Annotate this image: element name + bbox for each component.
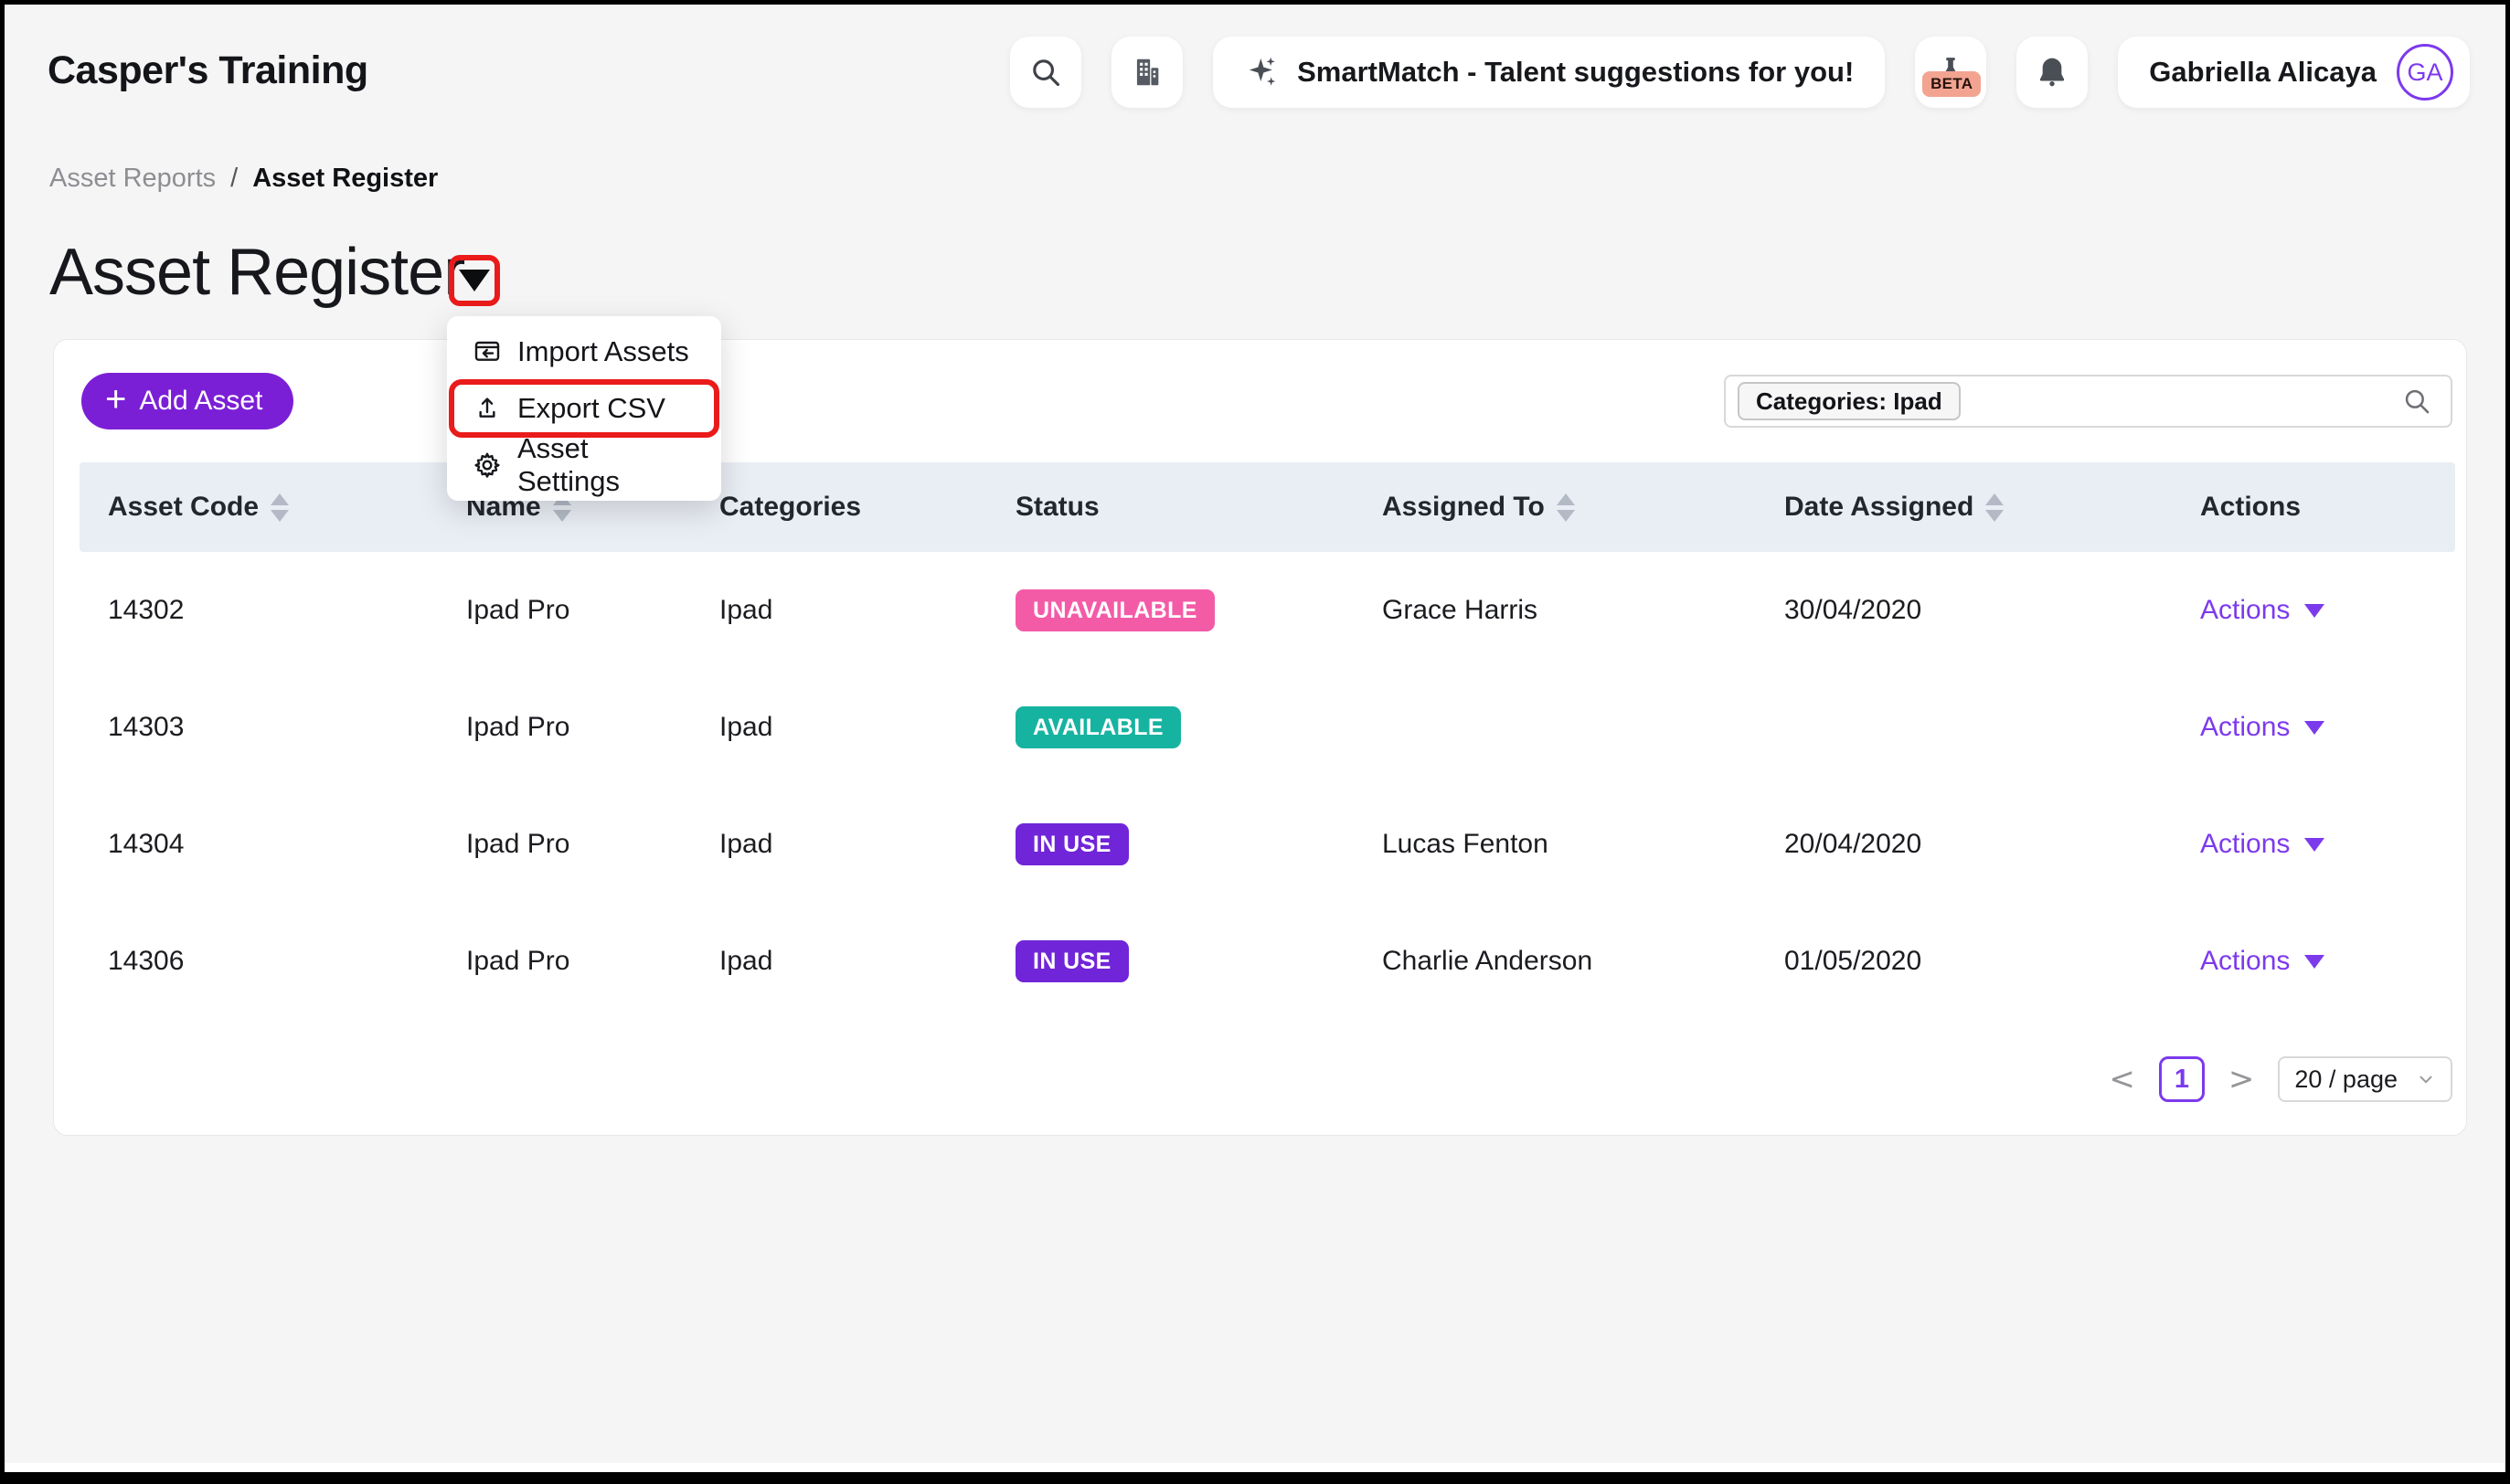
pagination-prev-button[interactable]: <: [2109, 1061, 2135, 1097]
user-name: Gabriella Alicaya: [2149, 56, 2377, 88]
cell-asset-code: 14303: [108, 712, 185, 742]
cell-assigned-to: Lucas Fenton: [1382, 829, 1548, 859]
column-header-actions: Actions: [2200, 492, 2302, 522]
sort-icon[interactable]: [1985, 493, 2005, 522]
cell-name: Ipad Pro: [466, 946, 570, 976]
search-icon: [2401, 386, 2432, 417]
menu-item-label: Asset Settings: [517, 432, 621, 497]
cell-category: Ipad: [719, 712, 773, 742]
sparkles-icon: [1244, 54, 1281, 90]
table-row: 14306 Ipad Pro Ipad IN USE Charlie Ander…: [80, 903, 2455, 1020]
cell-category: Ipad: [719, 829, 773, 859]
cell-date-assigned: 30/04/2020: [1784, 595, 1922, 625]
filter-chip-categories[interactable]: Categories: Ipad: [1738, 382, 1961, 420]
chevron-down-icon: [2416, 1069, 2436, 1089]
smartmatch-button[interactable]: SmartMatch - Talent suggestions for you!: [1213, 37, 1886, 108]
cell-asset-code: 14302: [108, 595, 185, 625]
cell-category: Ipad: [719, 595, 773, 625]
menu-item-export-csv[interactable]: Export CSV: [449, 379, 719, 438]
table-body: 14302 Ipad Pro Ipad UNAVAILABLE Grace Ha…: [80, 552, 2455, 1020]
export-icon: [472, 393, 503, 424]
bottom-strip: [5, 1463, 2505, 1472]
company-button[interactable]: [1111, 37, 1184, 108]
building-icon: [1130, 55, 1165, 90]
bell-icon: [2034, 54, 2070, 90]
cell-name: Ipad Pro: [466, 829, 570, 859]
status-badge: IN USE: [1016, 940, 1129, 982]
row-actions-button[interactable]: Actions: [2200, 829, 2325, 860]
menu-item-asset-settings[interactable]: Asset Settings: [447, 432, 721, 497]
status-badge: AVAILABLE: [1016, 706, 1181, 748]
breadcrumb-parent-link[interactable]: Asset Reports: [49, 164, 217, 193]
row-actions-button[interactable]: Actions: [2200, 595, 2325, 626]
page-size-select[interactable]: 20 / page: [2278, 1056, 2452, 1102]
title-dropdown-button[interactable]: [449, 255, 500, 306]
beta-badge: BETA: [1922, 71, 1982, 97]
status-badge: UNAVAILABLE: [1016, 589, 1215, 631]
menu-item-label: Export CSV: [517, 392, 665, 424]
asset-register-card: + Add Asset Categories: Ipad Asset Code …: [53, 339, 2467, 1136]
smartmatch-label: SmartMatch - Talent suggestions for you!: [1297, 56, 1855, 88]
search-button[interactable]: [1010, 37, 1082, 108]
cell-asset-code: 14304: [108, 829, 185, 859]
import-icon: [472, 336, 503, 367]
menu-item-import-assets[interactable]: Import Assets: [447, 325, 721, 378]
pagination-next-button[interactable]: >: [2228, 1061, 2255, 1097]
caret-down-icon: [2304, 720, 2325, 735]
user-menu[interactable]: Gabriella Alicaya GA: [2118, 37, 2470, 108]
cell-asset-code: 14306: [108, 946, 185, 976]
caret-down-icon: [2304, 837, 2325, 852]
avatar: GA: [2397, 44, 2453, 101]
column-header-date-assigned[interactable]: Date Assigned: [1784, 492, 2200, 523]
cell-assigned-to: Grace Harris: [1382, 595, 1538, 625]
sort-icon[interactable]: [1556, 493, 1575, 522]
caret-down-icon: [2304, 954, 2325, 969]
add-asset-button[interactable]: + Add Asset: [81, 373, 294, 429]
row-actions-button[interactable]: Actions: [2200, 946, 2325, 977]
topbar-actions: SmartMatch - Talent suggestions for you!…: [1010, 37, 2470, 108]
column-header-categories: Categories: [719, 492, 862, 522]
row-actions-button[interactable]: Actions: [2200, 712, 2325, 743]
cell-assigned-to: Charlie Anderson: [1382, 946, 1593, 976]
cell-name: Ipad Pro: [466, 595, 570, 625]
cell-name: Ipad Pro: [466, 712, 570, 742]
column-header-status: Status: [1016, 492, 1100, 522]
notifications-button[interactable]: [2016, 37, 2089, 108]
breadcrumb-current: Asset Register: [252, 164, 439, 193]
breadcrumb: Asset Reports / Asset Register: [49, 164, 438, 194]
breadcrumb-separator: /: [230, 164, 239, 193]
menu-item-label: Import Assets: [517, 335, 689, 367]
caret-down-icon: [459, 270, 490, 292]
table-search-input[interactable]: Categories: Ipad: [1724, 375, 2452, 428]
cell-category: Ipad: [719, 946, 773, 976]
add-asset-label: Add Asset: [139, 386, 263, 416]
page-title: Asset Register: [49, 236, 465, 309]
cell-date-assigned: 20/04/2020: [1784, 829, 1922, 859]
pagination: < 1 > 20 / page: [2109, 1056, 2452, 1102]
column-header-assigned-to[interactable]: Assigned To: [1382, 492, 1784, 523]
cell-date-assigned: 01/05/2020: [1784, 946, 1922, 976]
brand-title: Casper's Training: [48, 48, 368, 92]
pagination-page-1[interactable]: 1: [2158, 1056, 2205, 1102]
title-dropdown-menu: Import Assets Export CSV Asset Settings: [447, 316, 721, 501]
table-row: 14304 Ipad Pro Ipad IN USE Lucas Fenton …: [80, 786, 2455, 903]
beta-labs-button[interactable]: BETA: [1915, 37, 1987, 108]
column-header-asset-code[interactable]: Asset Code: [108, 492, 466, 523]
gear-icon: [472, 450, 503, 481]
sort-icon[interactable]: [271, 493, 290, 522]
table-header-row: Asset Code Name Categories Status Assign…: [80, 462, 2455, 552]
caret-down-icon: [2304, 603, 2325, 618]
plus-icon: +: [105, 379, 127, 419]
table-row: 14302 Ipad Pro Ipad UNAVAILABLE Grace Ha…: [80, 552, 2455, 669]
table-row: 14303 Ipad Pro Ipad AVAILABLE Actions: [80, 669, 2455, 786]
status-badge: IN USE: [1016, 823, 1129, 865]
search-icon: [1028, 55, 1063, 90]
